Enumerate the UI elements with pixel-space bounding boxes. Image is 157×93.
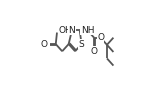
Text: O: O (41, 40, 48, 49)
Text: OH: OH (58, 26, 72, 35)
Text: NH: NH (81, 26, 94, 35)
Text: S: S (79, 40, 84, 49)
Text: O: O (97, 33, 104, 42)
Text: O: O (91, 47, 97, 56)
Text: N: N (68, 26, 75, 35)
